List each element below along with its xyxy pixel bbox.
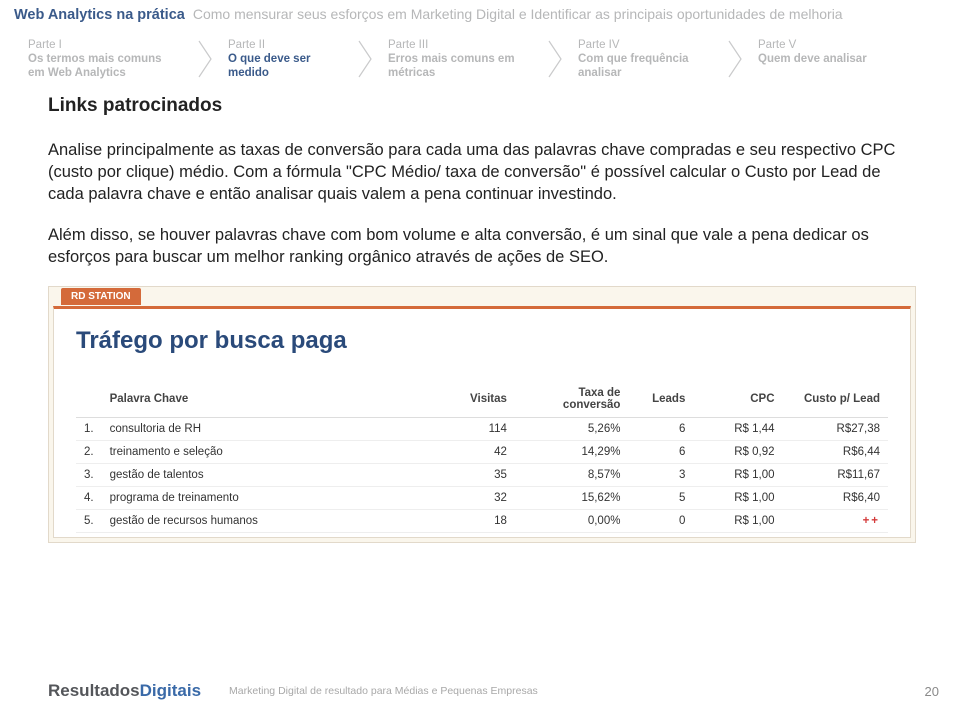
chevron-right-icon [358,39,374,79]
table-cell: 2. [76,441,102,464]
paragraph-2: Além disso, se houver palavras chave com… [48,224,911,269]
nav-item-part-3[interactable]: Parte IIIErros mais comuns em métricas [388,39,578,81]
chevron-right-icon [198,39,214,79]
table-cell: treinamento e seleção [102,441,442,464]
table-cell: 14,29% [515,441,629,464]
table-cell: 114 [442,418,515,441]
table-cell: R$6,44 [783,441,888,464]
table-cell: R$6,40 [783,487,888,510]
col-cpl: Custo p/ Lead [783,381,888,418]
nav-item-part-4[interactable]: Parte IVCom que frequência analisar [578,39,758,81]
footer-logo: ResultadosDigitais [48,681,201,701]
chevron-right-icon [548,39,564,79]
col-visits: Visitas [442,381,515,418]
table-cell: 18 [442,510,515,533]
table-cell: gestão de recursos humanos [102,510,442,533]
table-cell: 5 [628,487,693,510]
keyword-table: Palavra Chave Visitas Taxa de conversão … [76,381,888,533]
header-title: Web Analytics na prática [14,7,185,23]
nav-item-part-5[interactable]: Parte VQuem deve analisar [758,39,908,81]
table-cell: 15,62% [515,487,629,510]
table-cell: 0 [628,510,693,533]
nav-part-desc: Quem deve analisar [758,52,890,66]
embedded-screenshot: RD STATION Tráfego por busca paga Palavr… [48,286,916,543]
table-row: 5.gestão de recursos humanos180,00%0R$ 1… [76,510,888,533]
nav-part-desc: Erros mais comuns em métricas [388,52,530,81]
rd-panel-title: Tráfego por busca paga [76,327,888,355]
table-cell: 8,57% [515,464,629,487]
table-cell: 5. [76,510,102,533]
rd-station-tab: RD STATION [61,288,141,305]
table-cell: 32 [442,487,515,510]
table-cell: R$27,38 [783,418,888,441]
table-cell: 35 [442,464,515,487]
rd-panel: Tráfego por busca paga Palavra Chave Vis… [53,306,911,538]
nav-part-desc: Com que frequência analisar [578,52,710,81]
table-header-row: Palavra Chave Visitas Taxa de conversão … [76,381,888,418]
nav-item-part-1[interactable]: Parte IOs termos mais comuns em Web Anal… [28,39,228,81]
table-cell: 5,26% [515,418,629,441]
table-row: 1.consultoria de RH1145,26%6R$ 1,44R$27,… [76,418,888,441]
main-content: Links patrocinados Analise principalment… [0,85,959,543]
col-leads: Leads [628,381,693,418]
page-number: 20 [925,684,939,699]
col-conv-rate: Taxa de conversão [515,381,629,418]
header-subtitle: Como mensurar seus esforços em Marketing… [193,6,843,22]
nav-item-part-2[interactable]: Parte IIO que deve ser medido [228,39,388,81]
col-keyword: Palavra Chave [102,381,442,418]
table-cell: 42 [442,441,515,464]
table-cell: 0,00% [515,510,629,533]
table-cell: R$ 0,92 [693,441,782,464]
table-cell: R$ 1,00 [693,464,782,487]
table-row: 4.programa de treinamento3215,62%5R$ 1,0… [76,487,888,510]
nav-part-label: Parte I [28,39,180,51]
table-cell: gestão de talentos [102,464,442,487]
section-heading: Links patrocinados [48,95,911,117]
table-cell: 3 [628,464,693,487]
nav-part-label: Parte V [758,39,890,51]
table-row: 2.treinamento e seleção4214,29%6R$ 0,92R… [76,441,888,464]
table-cell: consultoria de RH [102,418,442,441]
table-cell: ++ [783,510,888,533]
logo-digitais: Digitais [140,681,201,700]
table-cell: R$11,67 [783,464,888,487]
nav-part-label: Parte III [388,39,530,51]
col-index [76,381,102,418]
logo-resultados: Resultados [48,681,140,700]
table-row: 3.gestão de talentos358,57%3R$ 1,00R$11,… [76,464,888,487]
part-nav: Parte IOs termos mais comuns em Web Anal… [0,31,959,85]
nav-part-desc: O que deve ser medido [228,52,340,81]
table-cell: R$ 1,44 [693,418,782,441]
table-cell: R$ 1,00 [693,510,782,533]
paragraph-1: Analise principalmente as taxas de conve… [48,139,911,206]
table-cell: R$ 1,00 [693,487,782,510]
table-cell: 6 [628,418,693,441]
table-cell: 4. [76,487,102,510]
col-cpc: CPC [693,381,782,418]
page-header: Web Analytics na prática Como mensurar s… [0,0,959,31]
nav-part-label: Parte IV [578,39,710,51]
nav-part-label: Parte II [228,39,340,51]
table-cell: programa de treinamento [102,487,442,510]
page-footer: ResultadosDigitais Marketing Digital de … [0,681,959,701]
table-cell: 6 [628,441,693,464]
table-cell: 1. [76,418,102,441]
chevron-right-icon [728,39,744,79]
nav-part-desc: Os termos mais comuns em Web Analytics [28,52,180,81]
footer-tagline: Marketing Digital de resultado para Médi… [229,685,538,697]
table-cell: 3. [76,464,102,487]
